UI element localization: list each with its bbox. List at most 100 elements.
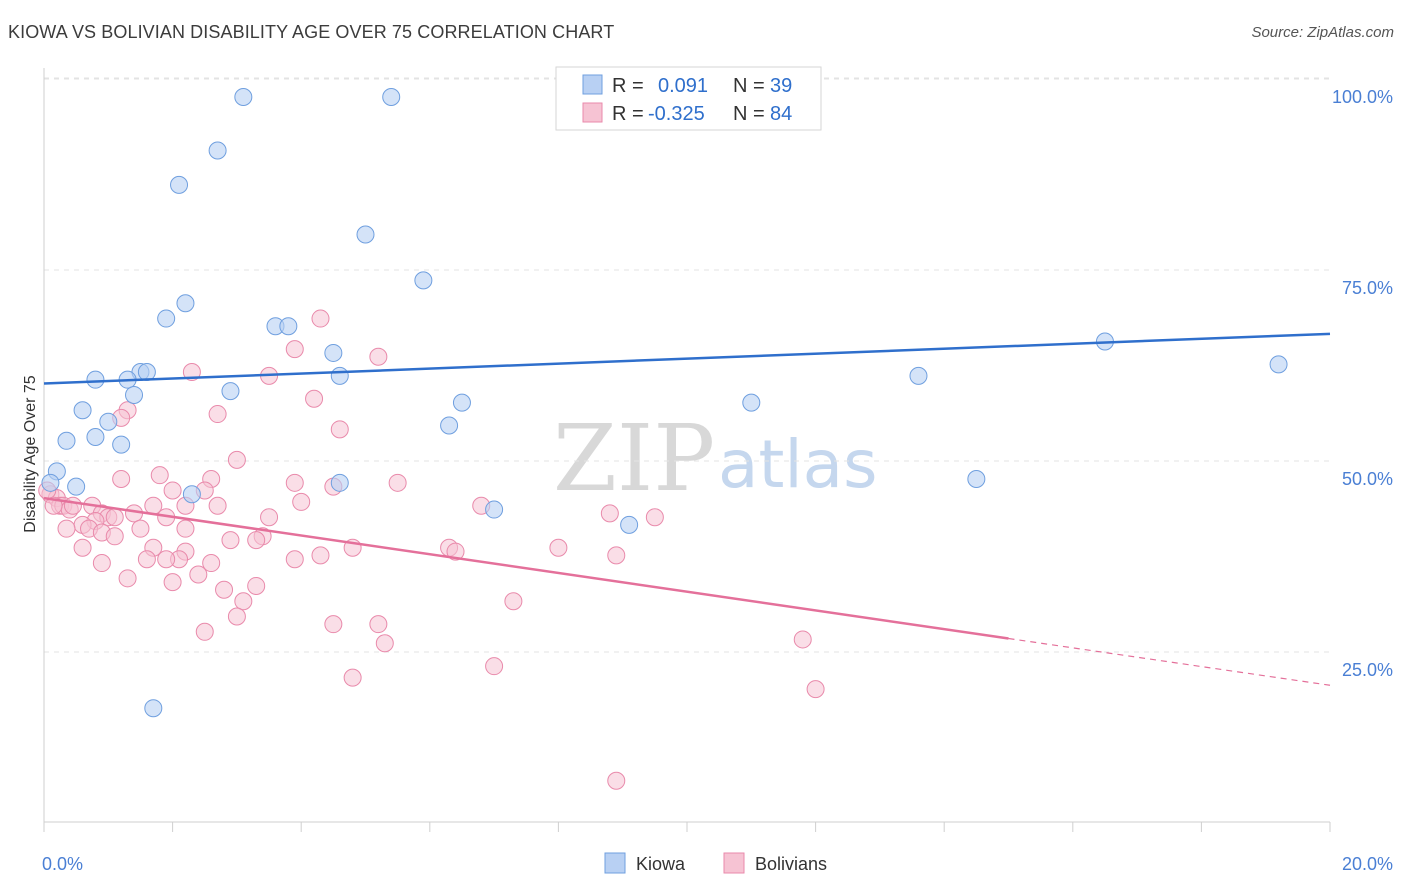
kiowa-point	[330, 473, 349, 492]
bolivians-point	[600, 504, 619, 523]
kiowa-point	[279, 317, 298, 336]
svg-text:R = -0.325: R = -0.325	[612, 103, 705, 125]
kiowa-bottom-swatch	[604, 852, 626, 874]
chart-title: KIOWA VS BOLIVIAN DISABILITY AGE OVER 75…	[8, 22, 615, 42]
bolivians-point	[311, 546, 330, 565]
kiowa-r-value: 0.091	[658, 75, 708, 97]
kiowa-r-label: R =	[612, 75, 649, 97]
trend-lines	[43, 332, 1331, 686]
bolivians-point	[182, 363, 201, 382]
bolivians-point	[125, 504, 144, 523]
bolivians-point	[208, 496, 227, 515]
bolivians-point	[607, 771, 626, 790]
watermark-zip: ZIP	[553, 405, 715, 512]
kiowa-point	[182, 485, 201, 504]
kiowa-point	[1269, 355, 1288, 374]
kiowa-point	[157, 309, 176, 328]
bolivians-point	[150, 466, 169, 485]
bolivians-point	[793, 630, 812, 649]
bolivians-point	[105, 527, 124, 546]
bolivians-legend-swatch	[582, 102, 603, 123]
bolivians-point	[806, 680, 825, 699]
bolivians-point	[247, 531, 266, 550]
kiowa-legend-swatch	[582, 74, 603, 95]
bolivians-point	[118, 569, 137, 588]
kiowa-point	[620, 515, 639, 534]
bolivians-point	[343, 668, 362, 687]
bolivians-point	[504, 592, 523, 611]
bolivians-point	[137, 550, 156, 569]
kiowa-point	[137, 363, 156, 382]
bolivians-point	[44, 496, 63, 515]
bolivians-r-label: R =	[612, 103, 649, 125]
y-axis-label: Disability Age Over 75	[22, 375, 39, 533]
bolivians-point	[292, 492, 311, 511]
bolivians-trend-extension	[1008, 637, 1331, 686]
kiowa-legend-label: Kiowa	[636, 854, 686, 874]
x-axis-ticks	[43, 822, 1331, 832]
bolivians-point	[234, 592, 253, 611]
bolivians-point	[202, 554, 221, 573]
watermark-atlas: atlas	[718, 426, 878, 503]
bolivians-point	[645, 508, 664, 527]
bolivians-point	[369, 615, 388, 634]
y-tick-label: 50.0%	[1342, 469, 1393, 489]
bolivians-point	[324, 615, 343, 634]
kiowa-point	[485, 500, 504, 519]
kiowa-n-label: N =	[733, 75, 770, 97]
bolivians-point	[105, 508, 124, 527]
bolivians-point	[305, 389, 324, 408]
bolivians-n-label: N =	[733, 103, 770, 125]
bolivians-point	[369, 347, 388, 366]
kiowa-point	[176, 294, 195, 313]
kiowa-point	[440, 416, 459, 435]
bolivians-points	[38, 309, 825, 790]
bolivians-point	[57, 519, 76, 538]
bolivians-trend-line	[43, 496, 1009, 640]
kiowa-point	[967, 470, 986, 488]
kiowa-point	[86, 370, 105, 389]
y-tick-labels: 25.0% 50.0% 75.0% 100.0%	[1332, 87, 1393, 680]
y-tick-label: 100.0%	[1332, 87, 1393, 107]
bolivians-point	[215, 580, 234, 599]
bolivians-point	[446, 542, 465, 561]
bolivians-r-value: -0.325	[648, 103, 705, 125]
bolivians-point	[163, 573, 182, 592]
kiowa-point	[909, 366, 928, 385]
bolivians-point	[227, 607, 246, 626]
bolivians-point	[330, 420, 349, 439]
bolivians-point	[375, 634, 394, 653]
bolivians-point	[388, 473, 407, 492]
kiowa-point	[208, 141, 227, 160]
bolivians-point	[163, 481, 182, 500]
kiowa-point	[73, 401, 92, 420]
bolivians-point	[189, 565, 208, 584]
bolivians-point	[285, 473, 304, 492]
bolivians-point	[285, 550, 304, 569]
bolivians-point	[92, 554, 111, 573]
kiowa-point	[742, 393, 761, 412]
bolivians-point	[221, 531, 240, 550]
kiowa-point	[324, 343, 343, 362]
bolivians-point	[607, 546, 626, 565]
bolivians-point	[112, 470, 131, 488]
bolivians-point	[549, 538, 568, 557]
kiowa-point	[356, 225, 375, 244]
kiowa-point	[414, 271, 433, 290]
svg-text:R = 0.091: R = 0.091	[612, 75, 708, 97]
kiowa-points	[41, 88, 1288, 718]
kiowa-point	[112, 435, 131, 454]
correlation-legend: R = 0.091 N = 39 R = -0.325 N = 84	[555, 66, 822, 131]
bolivians-bottom-swatch	[723, 852, 745, 874]
kiowa-point	[99, 412, 118, 431]
kiowa-point	[41, 473, 60, 492]
kiowa-trend-line	[43, 332, 1331, 385]
kiowa-point	[382, 88, 401, 106]
kiowa-point	[144, 699, 163, 718]
svg-text:N = 39: N = 39	[733, 75, 792, 97]
bolivians-point	[260, 508, 279, 527]
kiowa-point	[125, 385, 144, 404]
bolivians-point	[176, 519, 195, 538]
bolivians-point	[227, 450, 246, 469]
